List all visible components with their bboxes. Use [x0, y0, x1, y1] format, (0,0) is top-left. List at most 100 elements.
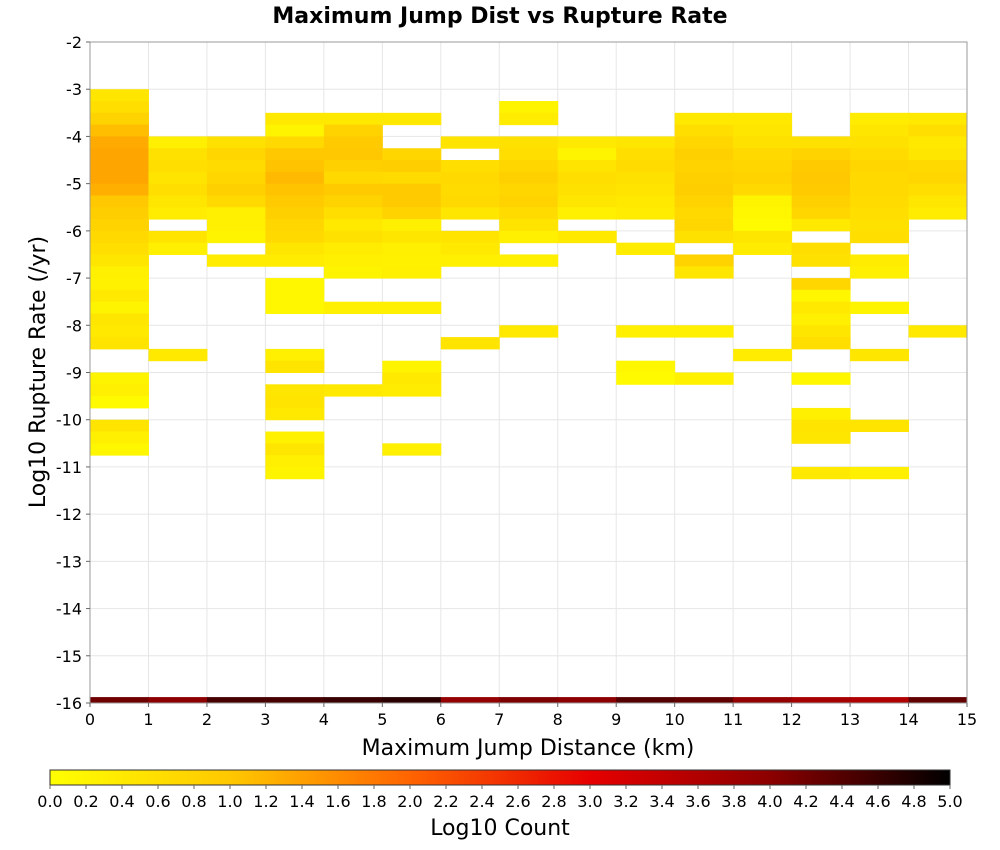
heatmap-cell — [557, 171, 617, 185]
x-tick-label: 11 — [723, 710, 743, 729]
heatmap-cell — [733, 136, 793, 149]
colorbar-tick-label: 5.0 — [937, 792, 962, 811]
colorbar-tick-label: 3.2 — [613, 792, 638, 811]
heatmap-cell — [616, 372, 676, 385]
colorbar-tick-label: 2.6 — [505, 792, 530, 811]
heatmap-cell — [616, 171, 676, 185]
heatmap-cell — [206, 230, 266, 244]
heatmap-cell — [674, 219, 734, 232]
heatmap-cell — [791, 313, 851, 326]
y-tick-label: -13 — [56, 552, 82, 571]
heatmap-cell — [323, 136, 383, 149]
heatmap-cell — [90, 171, 149, 185]
heatmap-cell — [90, 313, 149, 326]
heatmap-cell — [616, 148, 676, 161]
heatmap-cell — [323, 207, 383, 220]
heatmap-cell — [206, 160, 266, 173]
heatmap-cell — [265, 195, 325, 208]
heatmap-cell — [733, 195, 793, 208]
heatmap-cell — [557, 183, 617, 196]
y-tick-label: -9 — [66, 364, 82, 383]
x-tick-label: 14 — [898, 710, 918, 729]
heatmap-cell — [323, 384, 383, 397]
heatmap-cell — [90, 230, 149, 244]
heatmap-cell — [90, 301, 149, 314]
heatmap-cell — [850, 466, 910, 480]
colorbar-tick-label: 1.6 — [325, 792, 350, 811]
heatmap-cell — [265, 360, 325, 373]
y-tick-label: -6 — [66, 222, 82, 241]
heatmap-cell — [90, 195, 149, 208]
y-tick-label: -10 — [56, 411, 82, 430]
heatmap-cell — [265, 148, 325, 161]
heatmap-cell — [382, 266, 442, 279]
heatmap-cell — [733, 207, 793, 220]
heatmap-cell — [791, 207, 851, 220]
heatmap-cell — [382, 183, 442, 196]
x-tick-label: 1 — [143, 710, 153, 729]
heatmap-cell — [791, 419, 851, 433]
x-tick-label: 6 — [436, 710, 446, 729]
heatmap-cell — [908, 195, 968, 208]
heatmap-cell — [733, 112, 793, 126]
heatmap-cell — [557, 230, 617, 244]
y-tick-label: -3 — [66, 80, 82, 99]
heatmap-cell — [908, 124, 968, 137]
heatmap-cell — [323, 254, 383, 267]
heatmap-cell — [674, 697, 734, 704]
heatmap-cell — [323, 195, 383, 208]
heatmap-cell — [90, 207, 149, 220]
heatmap-cell — [499, 101, 559, 114]
colorbar-tick-label: 2.8 — [541, 792, 566, 811]
heatmap-cell — [850, 266, 910, 279]
colorbar-tick-label: 0.2 — [73, 792, 98, 811]
heatmap-cell — [382, 160, 442, 173]
heatmap-cell — [90, 289, 149, 303]
heatmap-cell — [791, 148, 851, 161]
heatmap-cell — [850, 171, 910, 185]
colorbar-tick-label: 4.8 — [901, 792, 926, 811]
colorbar-tick-label: 4.4 — [829, 792, 854, 811]
heatmap-cell — [265, 697, 325, 704]
heatmap-cell — [90, 278, 149, 291]
y-tick-label: -7 — [66, 269, 82, 288]
y-tick-label: -15 — [56, 647, 82, 666]
heatmap-cell — [90, 148, 149, 161]
heatmap-cell — [733, 160, 793, 173]
heatmap-cell — [791, 219, 851, 232]
heatmap-cell — [499, 230, 559, 244]
heatmap-cell — [850, 148, 910, 161]
heatmap-cell — [440, 183, 500, 196]
heatmap-cell — [323, 160, 383, 173]
colorbar-tick-label: 1.2 — [253, 792, 278, 811]
heatmap-cell — [323, 266, 383, 279]
heatmap-cell — [674, 112, 734, 126]
heatmap-cell — [148, 160, 208, 173]
heatmap-cell — [908, 112, 968, 126]
heatmap-cell — [674, 148, 734, 161]
x-tick-label: 9 — [611, 710, 621, 729]
heatmap-cell — [850, 419, 910, 433]
heatmap-cell — [733, 697, 793, 704]
heatmap-cell — [499, 160, 559, 173]
heatmap-cell — [850, 230, 910, 244]
heatmap-cell — [674, 325, 734, 338]
heatmap-cell — [499, 219, 559, 232]
y-axis-ticks: -2 -3 -4 -5 -6 -7 -8 -9 -10 -11 -12 -13 -14 -15 -16 — [56, 33, 90, 713]
colorbar-tick-label: 0.4 — [109, 792, 134, 811]
heatmap-cell — [557, 160, 617, 173]
heatmap-cell — [382, 112, 442, 126]
heatmap-cell — [499, 697, 559, 704]
heatmap-cell — [791, 697, 851, 704]
heatmap-cell — [265, 112, 325, 126]
heatmap-cell — [323, 124, 383, 137]
heatmap-cell — [206, 183, 266, 196]
heatmap-cell — [791, 171, 851, 185]
heatmap-cell — [90, 112, 149, 126]
heatmap-cell — [382, 301, 442, 314]
heatmap-cell — [440, 337, 500, 350]
heatmap-cell — [148, 242, 208, 255]
heatmap-cell — [733, 183, 793, 196]
heatmap-cell — [616, 160, 676, 173]
heatmap-cell — [499, 254, 559, 267]
